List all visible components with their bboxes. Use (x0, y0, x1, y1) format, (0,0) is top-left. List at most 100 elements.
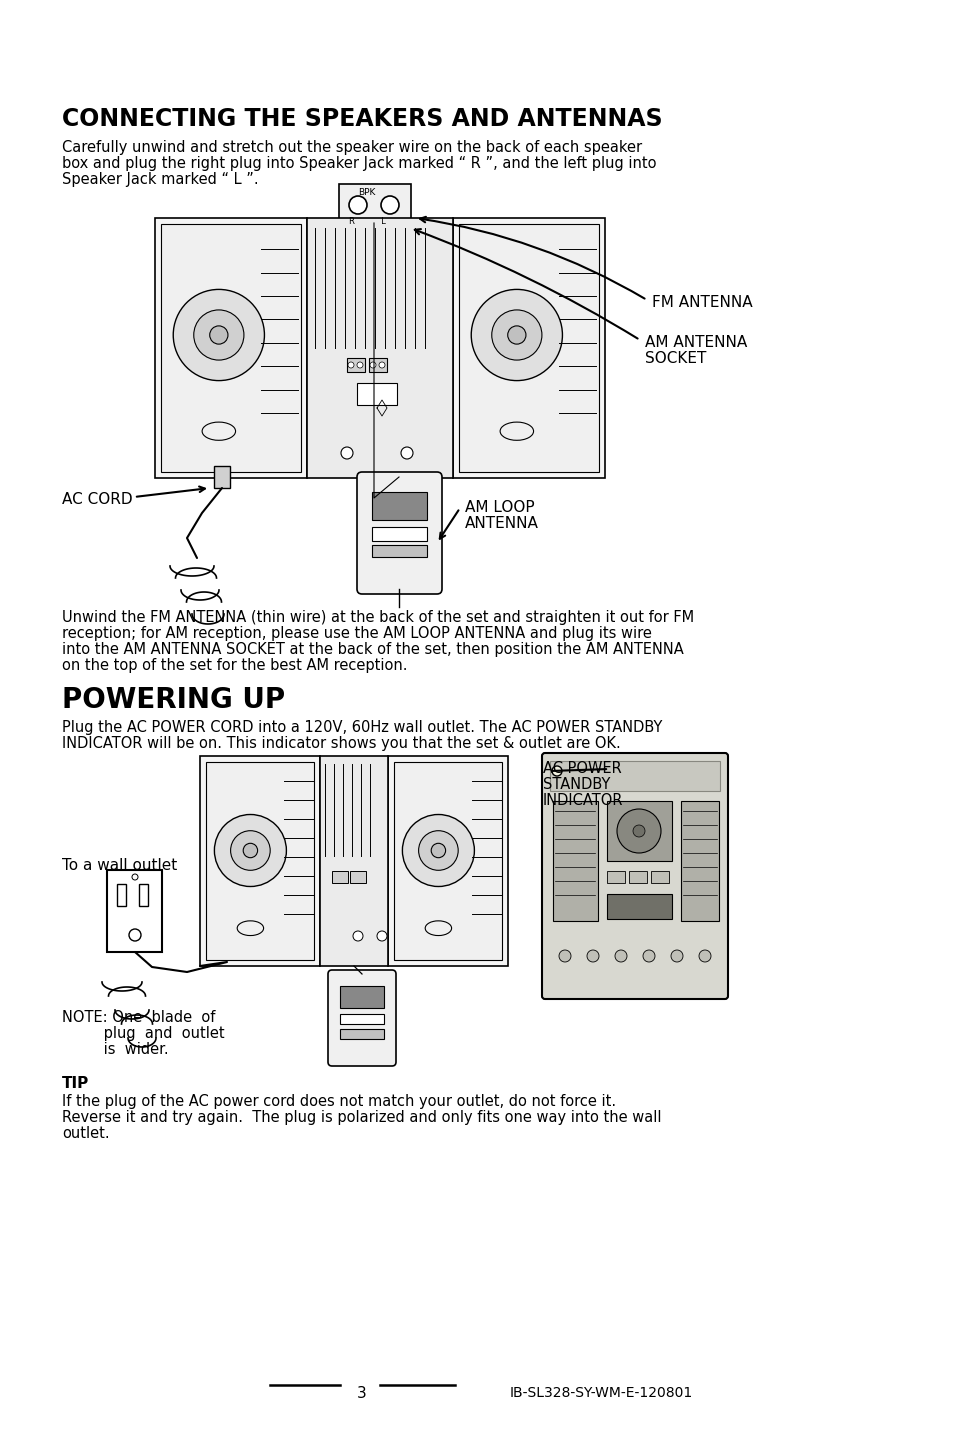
Bar (628, 871, 646, 882)
Circle shape (633, 825, 644, 837)
Bar (307, 217, 453, 478)
Circle shape (507, 326, 525, 345)
Circle shape (418, 831, 457, 871)
FancyBboxPatch shape (328, 970, 395, 1065)
Bar (356, 383, 396, 405)
Bar (319, 756, 388, 967)
Bar (606, 801, 671, 861)
Circle shape (353, 931, 363, 941)
Text: IB-SL328-SY-WM-E-120801: IB-SL328-SY-WM-E-120801 (510, 1386, 693, 1400)
Text: Plug the AC POWER CORD into a 120V, 60Hz wall outlet. The AC POWER STANDBY: Plug the AC POWER CORD into a 120V, 60Hz… (62, 719, 661, 735)
Circle shape (340, 448, 353, 459)
Text: ANTENNA: ANTENNA (464, 516, 538, 531)
Text: on the top of the set for the best AM reception.: on the top of the set for the best AM re… (62, 658, 407, 674)
Bar (350, 871, 366, 882)
Bar (606, 894, 671, 919)
Text: reception; for AM reception, please use the AM LOOP ANTENNA and plug its wire: reception; for AM reception, please use … (62, 626, 651, 641)
Bar (553, 801, 598, 921)
Text: INDICATOR: INDICATOR (542, 794, 623, 808)
Text: AC POWER: AC POWER (542, 761, 621, 776)
Text: FM ANTENNA: FM ANTENNA (651, 295, 752, 310)
Text: CONNECTING THE SPEAKERS AND ANTENNAS: CONNECTING THE SPEAKERS AND ANTENNAS (62, 107, 662, 132)
Bar (606, 871, 624, 882)
Text: If the plug of the AC power cord does not match your outlet, do not force it.: If the plug of the AC power cord does no… (62, 1094, 616, 1110)
Circle shape (210, 326, 228, 345)
Text: R          L: R L (348, 217, 385, 226)
Bar (206, 762, 314, 960)
Circle shape (370, 362, 375, 368)
Circle shape (402, 815, 474, 887)
Text: Carefully unwind and stretch out the speaker wire on the back of each speaker: Carefully unwind and stretch out the spe… (62, 140, 641, 154)
Bar (550, 761, 720, 791)
Bar (453, 217, 604, 478)
Circle shape (376, 931, 387, 941)
Bar (339, 1030, 384, 1040)
Bar (139, 884, 148, 907)
Circle shape (586, 950, 598, 962)
Bar (388, 756, 507, 967)
Circle shape (173, 289, 264, 380)
Circle shape (380, 196, 398, 214)
Bar (369, 358, 387, 372)
Circle shape (617, 809, 660, 854)
Bar (680, 801, 719, 921)
Circle shape (699, 950, 710, 962)
Circle shape (471, 289, 562, 380)
Bar (107, 869, 162, 952)
Circle shape (642, 950, 655, 962)
FancyBboxPatch shape (338, 184, 411, 225)
Bar (372, 545, 427, 558)
Circle shape (670, 950, 682, 962)
Circle shape (400, 448, 413, 459)
Text: AC CORD: AC CORD (62, 492, 132, 508)
Bar (458, 225, 598, 472)
Bar (372, 492, 427, 521)
Circle shape (348, 362, 354, 368)
Circle shape (231, 831, 270, 871)
Circle shape (214, 815, 286, 887)
Text: INDICATOR will be on. This indicator shows you that the set & outlet are OK.: INDICATOR will be on. This indicator sho… (62, 736, 620, 751)
Circle shape (558, 950, 571, 962)
Circle shape (552, 766, 561, 776)
Circle shape (193, 310, 244, 360)
Bar (347, 358, 365, 372)
Circle shape (129, 930, 141, 941)
Text: To a wall outlet: To a wall outlet (62, 858, 177, 872)
Bar (372, 528, 427, 541)
Bar (394, 762, 501, 960)
Circle shape (431, 844, 445, 858)
Text: AM LOOP: AM LOOP (464, 500, 534, 515)
Text: STANDBY: STANDBY (542, 776, 610, 792)
Text: NOTE: One  blade  of: NOTE: One blade of (62, 1010, 215, 1025)
Text: box and plug the right plug into Speaker Jack marked “ R ”, and the left plug in: box and plug the right plug into Speaker… (62, 156, 656, 172)
Text: POWERING UP: POWERING UP (62, 686, 285, 714)
Bar (650, 871, 668, 882)
Text: 3: 3 (356, 1386, 367, 1400)
Circle shape (243, 844, 257, 858)
Text: is  wider.: is wider. (62, 1042, 169, 1057)
Bar (154, 217, 307, 478)
Circle shape (378, 362, 385, 368)
Text: into the AM ANTENNA SOCKET at the back of the set, then position the AM ANTENNA: into the AM ANTENNA SOCKET at the back o… (62, 642, 683, 656)
Text: outlet.: outlet. (62, 1125, 110, 1141)
Bar (339, 1014, 384, 1024)
Text: SOCKET: SOCKET (644, 350, 705, 366)
Bar (339, 987, 384, 1008)
Text: BPK: BPK (358, 187, 375, 197)
Text: Unwind the FM ANTENNA (thin wire) at the back of the set and straighten it out f: Unwind the FM ANTENNA (thin wire) at the… (62, 611, 694, 625)
Circle shape (132, 874, 138, 879)
Circle shape (349, 196, 367, 214)
Bar (332, 871, 348, 882)
Text: Reverse it and try again.  The plug is polarized and only fits one way into the : Reverse it and try again. The plug is po… (62, 1110, 660, 1125)
Circle shape (356, 362, 363, 368)
FancyBboxPatch shape (356, 472, 441, 593)
Circle shape (615, 950, 626, 962)
Bar (213, 466, 230, 488)
Text: Speaker Jack marked “ L ”.: Speaker Jack marked “ L ”. (62, 172, 258, 187)
FancyBboxPatch shape (541, 754, 727, 1000)
Text: TIP: TIP (62, 1075, 90, 1091)
Bar (161, 225, 301, 472)
Circle shape (491, 310, 541, 360)
Text: plug  and  outlet: plug and outlet (62, 1025, 224, 1041)
Bar (117, 884, 126, 907)
